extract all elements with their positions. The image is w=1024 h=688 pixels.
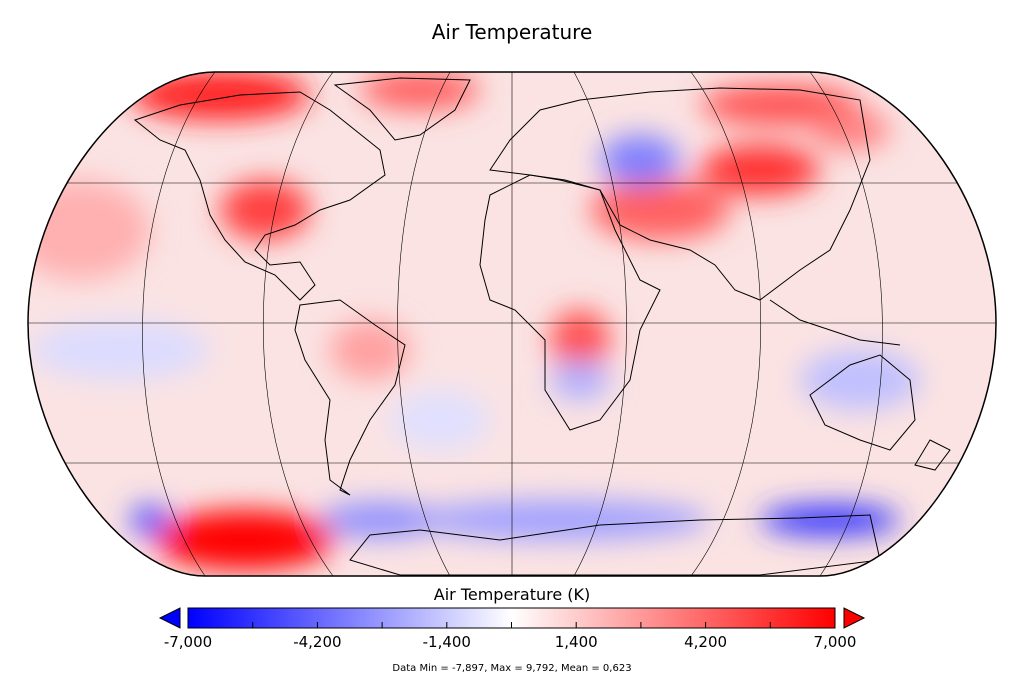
colorbar-tick-label: 1,400 xyxy=(554,633,598,651)
anomaly-region xyxy=(760,505,900,535)
anomaly-region xyxy=(130,505,170,535)
anomaly-region xyxy=(700,145,820,195)
anomaly-region xyxy=(155,510,335,570)
anomaly-region xyxy=(600,135,680,185)
colorbar-tick-label: -4,200 xyxy=(293,633,342,651)
anomaly-region xyxy=(550,310,610,370)
plot-title: Air Temperature xyxy=(431,20,593,44)
anomaly-region xyxy=(360,72,480,110)
anomaly-region xyxy=(220,180,310,240)
anomaly-region xyxy=(550,360,610,400)
coastlines xyxy=(133,77,951,576)
anomaly-region xyxy=(590,180,730,240)
colorbar-tick-label: -7,000 xyxy=(163,633,213,651)
colorbar-tick-label: 7,000 xyxy=(813,633,857,651)
colorbar-under-arrow xyxy=(158,607,181,629)
anomaly-region xyxy=(130,72,310,120)
anomaly-region xyxy=(28,180,150,280)
anomaly-region xyxy=(800,350,920,410)
anomaly-region xyxy=(320,502,440,538)
anomaly-region xyxy=(700,85,860,125)
colorbar-over-arrow xyxy=(843,607,866,629)
anomaly-region xyxy=(30,320,210,380)
colorbar-title: Air Temperature (K) xyxy=(433,585,591,604)
graticule xyxy=(28,72,996,576)
anomaly-region xyxy=(410,500,710,540)
colorbar-tick-label: 4,200 xyxy=(684,633,728,651)
anomaly-region xyxy=(810,110,890,150)
data-stats: Data Min = -7,897, Max = 9,792, Mean = 0… xyxy=(392,663,632,674)
anomaly-region xyxy=(390,390,490,450)
colorbar-tick-label: -1,400 xyxy=(422,633,471,651)
